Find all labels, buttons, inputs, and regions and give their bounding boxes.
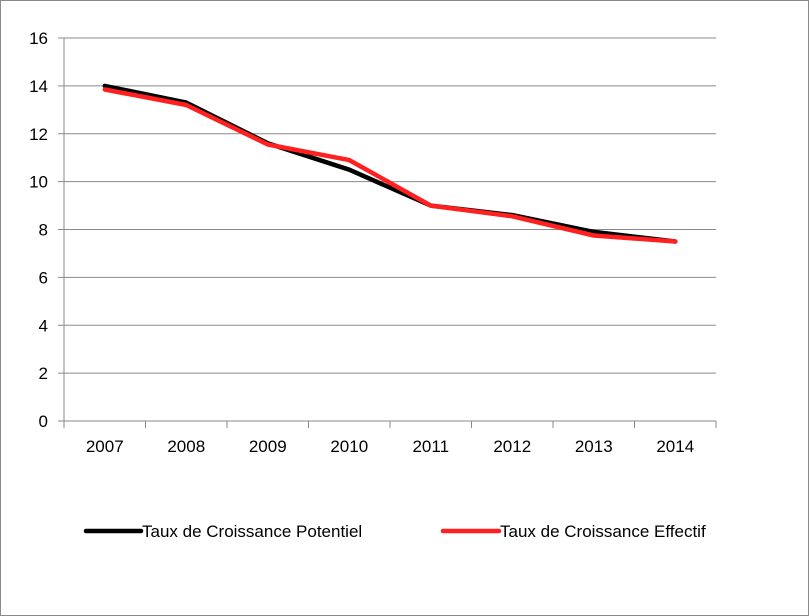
series-line-effectif (102, 87, 678, 244)
y-tick-label-0: 0 (39, 412, 48, 431)
legend: Taux de Croissance Potentiel Taux de Croi… (83, 522, 706, 541)
y-tick-label-10: 10 (29, 173, 48, 192)
x-tick-labels: 2007 2008 2009 2010 2011 2012 2013 2014 (63, 421, 717, 456)
y-tick-label-2: 2 (39, 364, 48, 383)
x-tick-label-2009: 2009 (249, 437, 287, 456)
x-tick-label-2008: 2008 (167, 437, 205, 456)
y-tick-label-14: 14 (29, 77, 48, 96)
y-tick-label-12: 12 (29, 125, 48, 144)
series-lines (102, 83, 678, 244)
legend-label-potentiel: Taux de Croissance Potentiel (142, 522, 362, 541)
x-tick-label-2011: 2011 (412, 437, 449, 456)
x-tick-label-2012: 2012 (493, 437, 531, 456)
y-tick-label-4: 4 (39, 316, 48, 335)
x-tick-label-2010: 2010 (330, 437, 368, 456)
gridlines (64, 37, 716, 374)
y-tick-label-16: 16 (29, 29, 48, 48)
y-tick-label-6: 6 (39, 268, 48, 287)
x-tick-label-2013: 2013 (575, 437, 613, 456)
y-tick-label-8: 8 (39, 221, 48, 240)
x-tick-label-2014: 2014 (656, 437, 694, 456)
y-tick-labels: 0 2 4 6 8 10 12 14 16 (29, 29, 64, 431)
x-tick-label-2007: 2007 (86, 437, 124, 456)
legend-label-effectif: Taux de Croissance Effectif (500, 522, 706, 541)
